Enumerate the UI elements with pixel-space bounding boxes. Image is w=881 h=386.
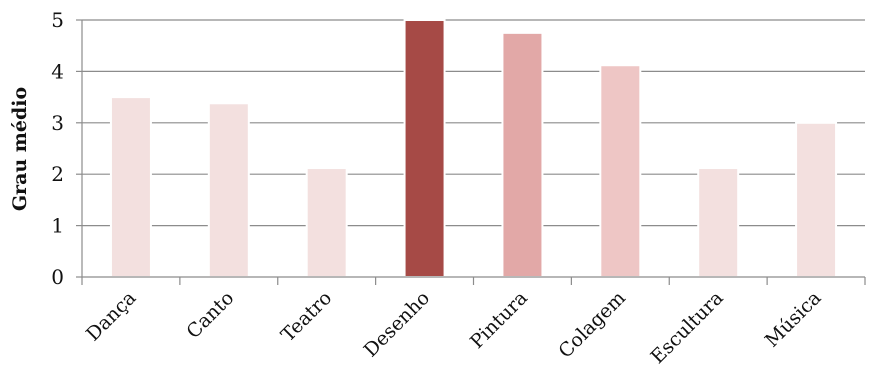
- bars: [109, 19, 838, 279]
- bar: [403, 19, 446, 278]
- gridlines: [82, 19, 865, 227]
- y-tick-label: 1: [51, 214, 64, 238]
- x-category-label: Colagem: [554, 287, 630, 363]
- bar: [795, 121, 838, 278]
- x-category-label: Dança: [82, 287, 141, 346]
- y-tick-label: 3: [51, 111, 64, 135]
- bar: [599, 64, 642, 279]
- x-category-label: Pintura: [466, 287, 532, 353]
- y-tick-label: 2: [51, 162, 64, 186]
- x-category-label: Escultura: [647, 287, 728, 368]
- axes: [76, 19, 866, 285]
- x-category-label: Desenho: [360, 287, 435, 362]
- y-tick-label: 5: [51, 8, 64, 32]
- y-tick-label: 4: [51, 59, 64, 83]
- y-axis-title: Grau médio: [9, 87, 31, 211]
- bar: [305, 167, 348, 278]
- y-tick-label: 0: [51, 265, 64, 289]
- x-category-label: Teatro: [277, 287, 336, 346]
- bar: [697, 167, 740, 278]
- x-category-label: Canto: [182, 287, 238, 343]
- x-category-label: Música: [761, 287, 826, 352]
- bar: [501, 31, 544, 278]
- bar: [207, 102, 250, 278]
- bar: [109, 96, 152, 278]
